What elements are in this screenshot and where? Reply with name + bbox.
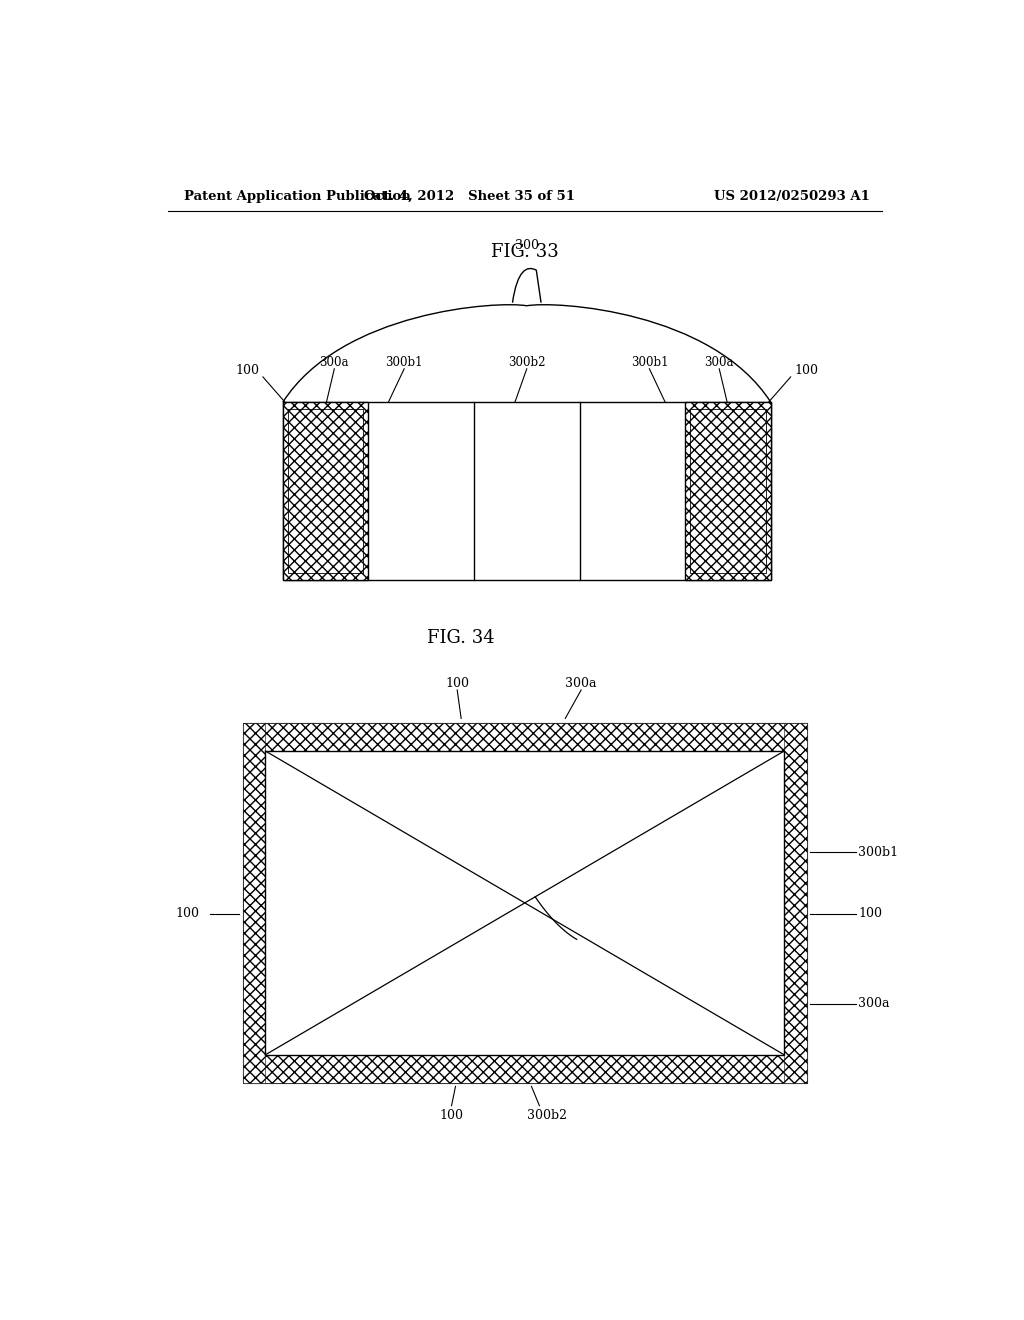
- Bar: [265, 751, 784, 1055]
- Text: US 2012/0250293 A1: US 2012/0250293 A1: [714, 190, 870, 202]
- Text: FIG. 34: FIG. 34: [427, 630, 496, 647]
- Text: 300b2: 300b2: [508, 356, 546, 368]
- Bar: [243, 722, 807, 1084]
- Bar: [288, 409, 364, 573]
- Text: 300b2: 300b2: [527, 1109, 567, 1122]
- Text: Patent Application Publication: Patent Application Publication: [183, 190, 411, 202]
- Text: FIG. 33: FIG. 33: [490, 243, 559, 261]
- Text: 100: 100: [858, 907, 882, 920]
- Bar: [685, 403, 771, 581]
- Text: 100: 100: [439, 1109, 464, 1122]
- Bar: [243, 722, 265, 1084]
- Text: 300a: 300a: [858, 998, 890, 1010]
- Text: 100: 100: [175, 907, 200, 920]
- Bar: [784, 722, 807, 1084]
- Bar: [283, 403, 369, 581]
- Bar: [243, 1055, 807, 1084]
- Bar: [283, 403, 771, 581]
- Text: 100: 100: [236, 364, 259, 378]
- Text: 300b1: 300b1: [631, 356, 668, 368]
- Text: 100: 100: [795, 364, 818, 378]
- Text: 300b1: 300b1: [858, 846, 898, 859]
- Text: 300a: 300a: [705, 356, 734, 368]
- Text: 300b1: 300b1: [385, 356, 423, 368]
- Text: Oct. 4, 2012   Sheet 35 of 51: Oct. 4, 2012 Sheet 35 of 51: [364, 190, 574, 202]
- Text: 300a: 300a: [565, 677, 597, 690]
- Bar: [690, 409, 766, 573]
- Text: 300a: 300a: [319, 356, 349, 368]
- Text: 300: 300: [515, 239, 539, 252]
- Text: 100: 100: [445, 677, 469, 690]
- Bar: [243, 722, 807, 751]
